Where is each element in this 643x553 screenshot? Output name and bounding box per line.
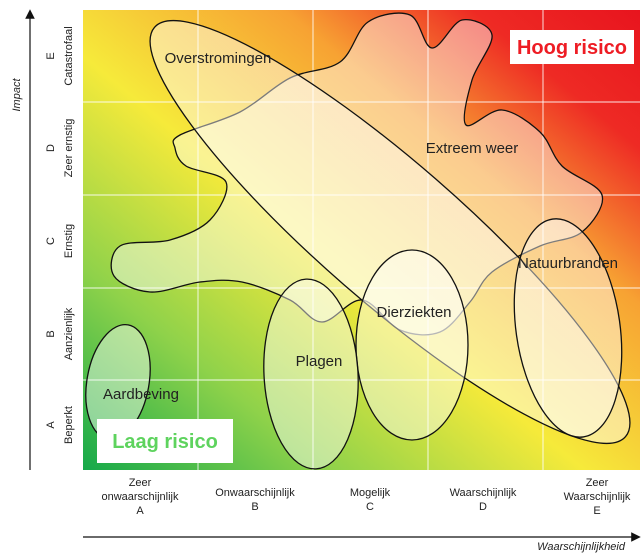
y-levels: A Beperkt B Aanzienlijk C Ernstig D Zeer ernsti… bbox=[45, 26, 75, 444]
risk-label: Natuurbranden bbox=[518, 255, 618, 272]
risk-label: Plagen bbox=[296, 353, 343, 370]
x-level-label: Zeer bbox=[129, 477, 152, 489]
y-level-letter: D bbox=[45, 144, 57, 152]
x-level-letter: A bbox=[136, 505, 144, 517]
x-level-label: Mogelijk bbox=[350, 487, 391, 499]
x-level-letter: C bbox=[366, 501, 374, 513]
y-axis-title: Impact bbox=[11, 78, 23, 112]
x-level-letter: B bbox=[251, 501, 258, 513]
x-level-letter: D bbox=[479, 501, 487, 513]
x-level-label: Onwaarschijnlijk bbox=[215, 487, 295, 499]
y-level-letter: B bbox=[45, 330, 57, 337]
risk-labels: Overstromingen Extreem weer Natuurbrande… bbox=[103, 50, 618, 403]
low-zone-box bbox=[97, 419, 233, 463]
extreem-weer-shape bbox=[110, 12, 604, 336]
plagen-shape bbox=[263, 278, 359, 470]
risk-label: Extreem weer bbox=[426, 140, 519, 157]
y-level-label: Ernstig bbox=[63, 224, 75, 258]
x-level-label: Waarschijnlijk bbox=[450, 487, 517, 499]
low-zone-label: Laag risico bbox=[112, 431, 218, 453]
x-level-letter: E bbox=[593, 505, 600, 517]
y-level-letter: C bbox=[45, 237, 57, 245]
y-level-letter: E bbox=[45, 52, 57, 59]
y-level-label: Aanzienlijk bbox=[63, 307, 75, 360]
risk-label: Aardbeving bbox=[103, 386, 179, 403]
risk-background bbox=[83, 10, 640, 470]
risk-shapes bbox=[85, 12, 631, 470]
y-level-letter: A bbox=[45, 421, 57, 429]
risk-label: Dierziekten bbox=[376, 304, 451, 321]
risk-label: Overstromingen bbox=[165, 50, 272, 67]
y-level-label: Beperkt bbox=[63, 406, 75, 444]
y-level-label: Zeer ernstig bbox=[63, 119, 75, 178]
dierziekten-shape bbox=[355, 249, 469, 441]
x-axis-title: Waarschijnlijkheid bbox=[537, 541, 626, 553]
high-zone-label: Hoog risico bbox=[517, 37, 627, 59]
x-levels: Zeer onwaarschijnlijk A Onwaarschijnlijk B Mo… bbox=[101, 477, 630, 517]
y-level-label: Catastrofaal bbox=[63, 26, 75, 85]
natuurbranden-shape bbox=[513, 218, 623, 438]
high-zone-box bbox=[510, 30, 634, 64]
x-level-label: Zeer bbox=[586, 477, 609, 489]
x-level-label: onwaarschijnlijk bbox=[101, 491, 179, 503]
overstromingen-shape bbox=[149, 19, 631, 445]
x-level-label: Waarschijnlijk bbox=[564, 491, 631, 503]
